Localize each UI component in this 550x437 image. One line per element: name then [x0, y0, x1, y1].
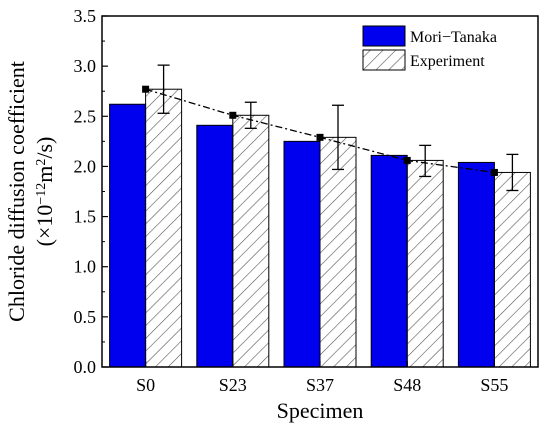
error-bar-s0 — [157, 64, 170, 114]
trend-marker-s23 — [229, 111, 237, 119]
y-axis-title-line2: (×10−12m2/s) — [32, 137, 57, 247]
error-bar-s48 — [419, 144, 432, 178]
y-tick-label: 1.5 — [74, 207, 97, 227]
x-tick-label-s23: S23 — [219, 375, 247, 395]
error-bar-s37 — [332, 104, 344, 171]
bar-experiment-s48 — [406, 159, 444, 368]
bar-mori-tanaka-s48 — [370, 154, 408, 368]
bar-experiment-s55 — [493, 171, 531, 368]
x-axis-title: Specimen — [277, 398, 364, 423]
x-tick-label-s0: S0 — [136, 375, 155, 395]
bar-experiment-s37 — [319, 136, 357, 368]
x-tick-label-s37: S37 — [306, 375, 334, 395]
x-tick-label-s48: S48 — [393, 375, 421, 395]
bar-mori-tanaka-s55 — [457, 161, 495, 368]
y-tick-label: 3.0 — [74, 56, 97, 76]
bar-experiment-s23 — [232, 114, 270, 368]
y-tick-label: 0.0 — [74, 357, 97, 377]
bar-mori-tanaka-s23 — [196, 124, 234, 368]
legend-swatch-experiment — [362, 49, 406, 71]
y-axis-title-line1: Chloride diffusion coefficient — [4, 61, 29, 322]
trend-marker-s55 — [490, 168, 498, 176]
error-bar-s23 — [244, 101, 257, 129]
bar-experiment-s0 — [145, 88, 183, 368]
legend: Mori−Tanaka Experiment — [362, 25, 497, 71]
legend-label-mori-tanaka: Mori−Tanaka — [410, 29, 497, 46]
error-bar-s55 — [506, 153, 519, 192]
y-tick-label: 2.0 — [74, 156, 97, 176]
bar-mori-tanaka-s0 — [109, 103, 147, 368]
trend-marker-s48 — [403, 156, 411, 164]
bar-mori-tanaka-s37 — [283, 140, 321, 368]
y-tick-label: 2.5 — [74, 106, 97, 126]
x-tick-label-s55: S55 — [480, 375, 508, 395]
trend-marker-s0 — [142, 85, 150, 93]
trend-marker-s37 — [316, 133, 324, 141]
legend-swatch-mori-tanaka — [362, 25, 406, 47]
y-tick-label: 3.5 — [74, 6, 97, 26]
y-tick-label: 0.5 — [74, 307, 97, 327]
legend-label-experiment: Experiment — [410, 53, 485, 70]
y-tick-label: 1.0 — [74, 257, 97, 277]
